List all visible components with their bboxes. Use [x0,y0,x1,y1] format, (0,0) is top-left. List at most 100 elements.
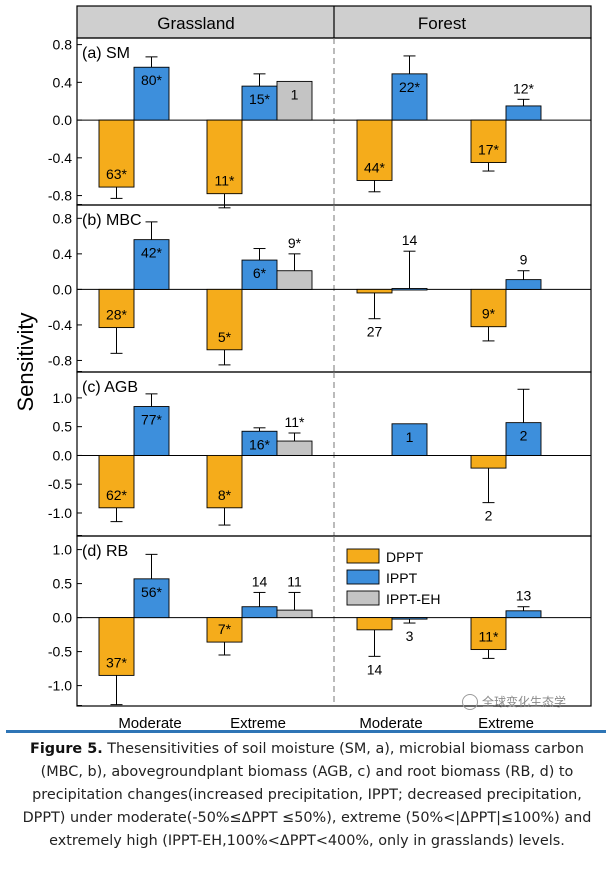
bar-dppt [98,119,135,188]
y-tick-label: 0.5 [53,576,73,592]
bar-ippt [133,406,170,456]
column-label-forest: Forest [418,14,466,33]
sample-size-label: 11* [215,173,236,189]
y-tick-label: 0.0 [53,281,73,297]
bar-dppt [356,119,393,181]
bar-dppt [206,617,243,643]
legend-label: IPPT-EH [386,591,440,607]
bar-ippt [391,423,428,456]
panel-2: -0.8 -0.4 0.0 0.4 0.8 (b) MBC 28* 5* 27 9* 42* 6* 14… [48,204,592,373]
sample-size-label: 13 [516,588,532,604]
y-tick-label: 0.5 [53,419,73,435]
y-tick-label: 0.0 [53,610,73,626]
sample-size-label: 27 [367,324,383,340]
sample-size-label: 11* [479,629,500,645]
sample-size-label: 1 [291,86,299,102]
sample-size-label: 16* [249,436,271,452]
caption-divider [6,730,606,733]
sample-size-label: 14 [402,232,418,248]
sample-size-label: 17* [478,142,500,158]
panel-3: -1.0 -0.5 0.0 0.5 1.0 (c) AGB 62* 8* 2 77* 16* 1 2 11… [48,371,592,537]
sample-size-label: 12* [513,80,535,96]
sample-size-label: 22* [399,79,421,95]
bar-dppt [206,454,243,509]
sample-size-label: 15* [249,91,271,107]
sample-size-label: 80* [141,72,163,88]
bar-dppt [470,119,507,163]
bar-ippt-eh [276,609,313,619]
sample-size-label: 42* [141,245,163,261]
y-tick-label: -0.8 [48,188,72,204]
sample-size-label: 63* [106,166,128,182]
bar-ippt [391,617,428,620]
bar-dppt [98,617,135,676]
bar-dppt [470,454,507,469]
y-tick-label: 1.0 [53,390,73,406]
panel-title: (b) MBC [82,212,142,229]
y-tick-label: 0.0 [53,112,73,128]
bar-ippt [391,288,428,291]
panel-1: -0.8 -0.4 0.0 0.4 0.8 (a) SM 63* 11* 44* 17* 80* 15… [48,37,592,209]
sample-size-label: 11* [285,414,306,430]
bar-ippt-eh [276,270,313,290]
y-tick-label: -0.8 [48,352,72,368]
y-tick-label: 0.8 [53,37,73,53]
sample-size-label: 28* [106,307,128,323]
panel-title: (c) AGB [82,379,138,396]
bar-dppt [98,288,135,329]
sample-size-label: 9* [288,235,302,251]
x-label-forest-moderate: Moderate [359,715,422,732]
sample-size-label: 2 [485,508,493,524]
legend-swatch [346,548,380,564]
panel-title: (a) SM [82,45,130,62]
sample-size-label: 37* [106,654,128,670]
watermark: 全球变化生态学 [462,693,566,710]
bar-ippt [505,422,542,456]
sample-size-label: 3 [406,628,414,644]
sample-size-label: 14 [367,661,383,677]
y-tick-label: 0.0 [53,447,73,463]
bar-ippt-eh [276,80,313,121]
y-tick-label: -0.5 [48,644,72,660]
y-tick-label: 0.4 [53,246,73,262]
wechat-logo-icon [462,693,478,710]
bar-ippt [505,279,542,290]
sample-size-label: 1 [406,429,414,445]
sample-size-label: 56* [141,584,163,600]
bar-ippt [505,105,542,121]
bar-dppt [356,288,393,294]
bar-dppt [206,288,243,351]
caption-text: Thesensitivities of soil moisture (SM, a… [22,741,592,849]
panel-4: -1.0 -0.5 0.0 0.5 1.0 (d) RB 37* 7* 14 11* 56* 14 3 1… [48,535,592,707]
sample-size-label: 6* [253,265,267,281]
column-label-grassland: Grassland [157,14,234,33]
sample-size-label: 8* [218,487,232,503]
y-tick-label: 0.4 [53,74,73,90]
sample-size-label: 11 [287,573,302,589]
y-tick-label: -0.4 [48,317,72,333]
bar-ippt [505,610,542,619]
x-label-grassland-moderate: Moderate [118,715,181,732]
facet-header: Grassland Forest [76,5,592,39]
sample-size-label: 2 [520,428,528,444]
sample-size-label: 62* [106,487,128,503]
sensitivity-figure: Sensitivity Grassland Forest -0.8 -0.4 0.0… [13,5,592,732]
watermark-text: 全球变化生态学 [482,695,567,709]
y-tick-label: -1.0 [48,678,72,694]
y-tick-label: -0.4 [48,150,72,166]
bar-dppt [356,617,393,631]
sample-size-label: 5* [218,329,232,345]
bar-dppt [470,617,507,651]
y-axis-label: Sensitivity [13,312,38,411]
legend-label: DPPT [386,549,424,565]
legend-swatch [346,569,380,585]
sample-size-label: 44* [364,159,386,175]
sample-size-label: 9 [520,252,528,268]
y-tick-label: -1.0 [48,505,72,521]
bar-ippt [241,606,278,619]
bar-ippt [391,73,428,121]
panel-title: (d) RB [82,543,128,560]
legend-label: IPPT [386,570,418,586]
sample-size-label: 9* [482,306,496,322]
bar-dppt [98,454,135,509]
